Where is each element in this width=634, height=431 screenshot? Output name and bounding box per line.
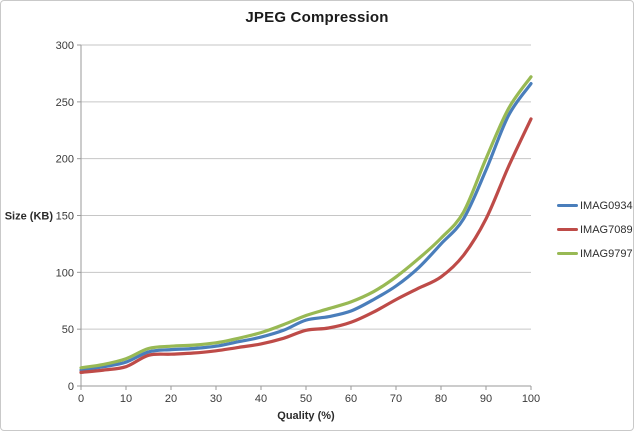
x-tick-label-50: 50 xyxy=(300,393,312,405)
legend-swatch-IMAG7089 xyxy=(557,227,578,232)
x-tick-label-90: 90 xyxy=(480,393,492,405)
legend-item-IMAG7089: IMAG7089 xyxy=(557,222,633,237)
chart-legend: IMAG0934 IMAG7089 IMAG9797 xyxy=(557,198,633,261)
series-line-IMAG0934 xyxy=(79,82,533,372)
legend-label-IMAG7089: IMAG7089 xyxy=(580,223,633,236)
y-tick-label-150: 150 xyxy=(56,211,74,223)
x-tick-label-100: 100 xyxy=(522,393,540,405)
y-tick-label-50: 50 xyxy=(62,324,74,336)
x-tick-label-20: 20 xyxy=(165,393,177,405)
y-tick-label-200: 200 xyxy=(56,154,74,166)
x-tick-label-0: 0 xyxy=(78,393,84,405)
x-tick-label-30: 30 xyxy=(210,393,222,405)
y-tick-label-0: 0 xyxy=(68,381,74,393)
y-axis-title: Size (KB) xyxy=(5,211,54,223)
x-tick-label-70: 70 xyxy=(390,393,402,405)
y-tick-label-100: 100 xyxy=(56,267,74,279)
y-tick-label-300: 300 xyxy=(56,40,74,52)
legend-swatch-IMAG0934 xyxy=(557,203,578,208)
series-line-IMAG7089 xyxy=(79,117,533,374)
legend-label-IMAG9797: IMAG9797 xyxy=(580,247,633,260)
x-tick-label-60: 60 xyxy=(345,393,357,405)
legend-item-IMAG9797: IMAG9797 xyxy=(557,246,633,261)
legend-swatch-IMAG9797 xyxy=(557,251,578,256)
x-tick-label-80: 80 xyxy=(435,393,447,405)
legend-item-IMAG0934: IMAG0934 xyxy=(557,198,633,213)
x-tick-label-40: 40 xyxy=(255,393,267,405)
chart-title: JPEG Compression xyxy=(245,9,389,26)
y-tick-label-250: 250 xyxy=(56,97,74,109)
series-line-IMAG9797 xyxy=(79,75,533,370)
x-tick-label-10: 10 xyxy=(120,393,132,405)
x-axis-title: Quality (%) xyxy=(277,410,335,422)
legend-label-IMAG0934: IMAG0934 xyxy=(580,199,633,212)
